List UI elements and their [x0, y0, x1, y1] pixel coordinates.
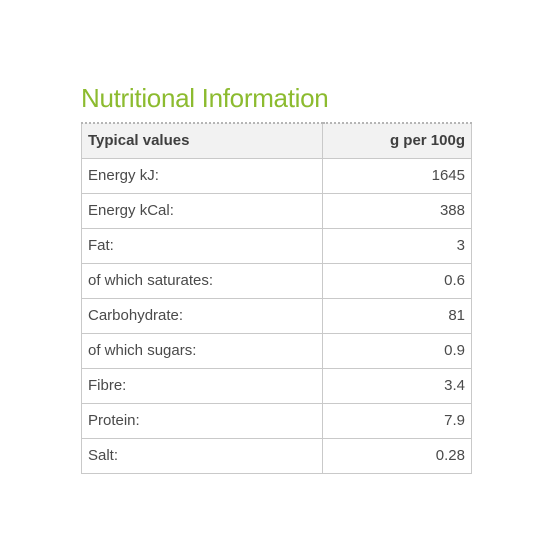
table-row: Fat: 3	[81, 227, 472, 264]
table-row: Salt: 0.28	[81, 437, 472, 474]
table-row: Fibre: 3.4	[81, 367, 472, 404]
nutrient-label: of which saturates:	[81, 262, 323, 299]
nutrient-label: Protein:	[81, 402, 323, 439]
column-header-typical-values: Typical values	[81, 122, 323, 159]
table-header-row: Typical values g per 100g	[81, 122, 472, 159]
page-title: Nutritional Information	[81, 83, 329, 113]
nutrient-value: 388	[322, 192, 472, 229]
nutrition-panel: Nutritional Information Typical values g…	[81, 82, 472, 474]
nutrient-label: Salt:	[81, 437, 323, 474]
nutrient-value: 1645	[322, 157, 472, 194]
table-row: Carbohydrate: 81	[81, 297, 472, 334]
nutrient-label: of which sugars:	[81, 332, 323, 369]
column-header-per-100g: g per 100g	[322, 122, 472, 159]
table-row: Energy kJ: 1645	[81, 157, 472, 194]
table-row: of which sugars: 0.9	[81, 332, 472, 369]
nutrient-value: 81	[322, 297, 472, 334]
table-row: Protein: 7.9	[81, 402, 472, 439]
nutrient-label: Energy kJ:	[81, 157, 323, 194]
nutrient-label: Carbohydrate:	[81, 297, 323, 334]
nutrition-table: Typical values g per 100g Energy kJ: 164…	[81, 122, 472, 474]
nutrient-value: 0.28	[322, 437, 472, 474]
nutrient-value: 3	[322, 227, 472, 264]
nutrient-value: 0.6	[322, 262, 472, 299]
table-row: of which saturates: 0.6	[81, 262, 472, 299]
nutrient-value: 7.9	[322, 402, 472, 439]
nutrient-label: Energy kCal:	[81, 192, 323, 229]
nutrient-value: 3.4	[322, 367, 472, 404]
nutrient-value: 0.9	[322, 332, 472, 369]
nutrient-label: Fibre:	[81, 367, 323, 404]
nutrient-label: Fat:	[81, 227, 323, 264]
table-row: Energy kCal: 388	[81, 192, 472, 229]
